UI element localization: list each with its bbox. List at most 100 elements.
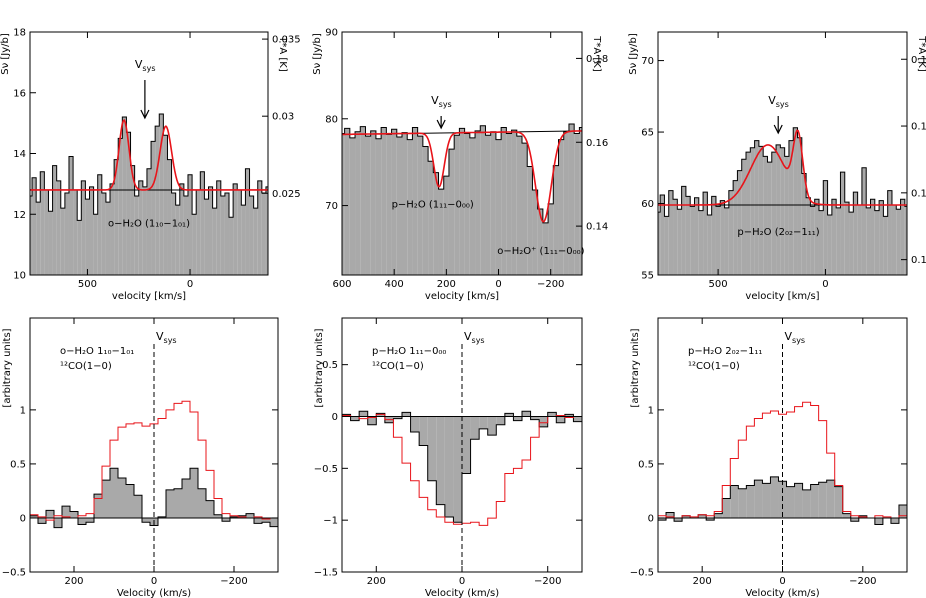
vsys-label-main: V [431, 94, 439, 107]
spectrum-bin [344, 128, 350, 275]
legend-entry: p−H₂O 1₁₁−0₀₀ [372, 346, 446, 357]
spectrum-bin [495, 139, 502, 275]
spectrum-bin [241, 205, 246, 275]
spectrum-bin [874, 210, 880, 275]
x-tick-label: 0 [779, 576, 785, 587]
x-tick-label: 200 [693, 576, 712, 587]
spectrum-bin [722, 498, 731, 518]
spectrum-bin [38, 517, 46, 524]
vsys-label: Vsys [785, 330, 806, 345]
y2-tick-label: 0.14 [911, 122, 926, 133]
gaussian-fit-curve [30, 119, 268, 191]
spectrum-bin [32, 177, 37, 275]
x-tick-label: 500 [78, 279, 97, 290]
spectrum-bin [475, 130, 481, 275]
spectrum-bin [237, 189, 242, 275]
spectrum-bin [842, 513, 851, 518]
spectrum-bin [776, 144, 781, 275]
x-tick-label: −200 [220, 576, 247, 587]
spectrum-bin [163, 135, 168, 275]
spectrum-bin [786, 486, 795, 518]
legend-entry: ¹²CO(1−0) [372, 361, 424, 372]
spectrum-bin [758, 146, 764, 275]
spectrum-bin [558, 139, 564, 275]
y-tick-label: 18 [13, 28, 26, 39]
spectrum-bin [365, 136, 371, 275]
spectrum-bin [490, 131, 496, 275]
spectrum-bin [342, 133, 345, 275]
spectrum-bin [658, 212, 661, 275]
spectrum-bin [573, 416, 582, 422]
spectrum-bin [556, 416, 565, 423]
vsys-label-main: V [135, 58, 143, 71]
spectrum-bin [814, 199, 819, 275]
spectrum-bin [208, 186, 213, 275]
y2-axis-label: T*A [K] [591, 35, 602, 72]
spectrum-bin [62, 506, 70, 518]
y-tick-label: 1 [20, 405, 26, 416]
spectrum-bin [146, 168, 152, 275]
spectrum-bin [818, 482, 827, 518]
y-tick-label: 10 [13, 271, 26, 282]
spectrum-bin [831, 199, 837, 275]
spectrum-histogram-line [30, 113, 268, 221]
spectrum-bin [419, 416, 428, 446]
spectrum-bin [771, 152, 777, 275]
spectrum-bin [896, 209, 901, 275]
y2-axis-label: T*A [K] [916, 35, 926, 72]
y-axis-label: [arbitrary units] [2, 328, 13, 407]
spectrum-bin [222, 517, 230, 522]
spectrum-bin [730, 485, 739, 518]
spectrum-bin [230, 516, 238, 518]
spectrum-bin [470, 416, 480, 440]
spectrum-bin [861, 167, 867, 275]
spectrum-bin [547, 412, 557, 417]
spectrum-bin [89, 186, 94, 275]
spectrum-bin [229, 217, 234, 275]
y-tick-label: 12 [13, 210, 26, 221]
spectrum-bin [78, 517, 86, 525]
x-tick-label: −200 [537, 279, 564, 290]
y-tick-label: 0.5 [638, 459, 654, 470]
spectrum-bin [220, 196, 225, 275]
spectrum-bin [436, 416, 445, 505]
spectrum-bin [780, 147, 785, 275]
spectrum-bin [370, 130, 376, 275]
plot-area [30, 113, 268, 275]
spectrum-bin [102, 480, 110, 518]
y2-tick-label: 0.15 [911, 55, 926, 66]
spectrum-bin [738, 488, 747, 518]
y-tick-label: 0.5 [10, 459, 26, 470]
spectrum-bin [81, 180, 86, 275]
spectrum-bin [85, 199, 90, 275]
spectrum-bin [836, 207, 841, 275]
spectrum-bin [480, 125, 486, 275]
y2-tick-label: 0.035 [272, 35, 301, 46]
spectrum-bin [793, 127, 798, 275]
spectrum-bin [532, 189, 538, 275]
spectrum-bin [270, 517, 278, 527]
spectrum-bin [728, 190, 734, 275]
spectrum-bin [200, 171, 205, 275]
spectrum-bin [673, 199, 678, 275]
y2-axis-label: T*A [K] [277, 35, 288, 72]
spectrum-bin [511, 130, 517, 275]
spectrum-bin [376, 413, 385, 417]
spectrum-bin [93, 214, 98, 275]
y-tick-label: 60 [641, 199, 654, 210]
y-tick-label: −1.5 [314, 568, 338, 579]
vsys-label: Vsys [464, 330, 485, 345]
spectrum-panel-3: 500 0 55 60 65 70 0.12 0.13 0.14 0.15T*A [K] veloc… [628, 31, 926, 302]
spectrum-bin [367, 416, 377, 425]
x-tick-label: 200 [367, 576, 386, 587]
y-tick-label: −1 [323, 516, 338, 527]
spectrum-bin [142, 186, 147, 275]
spectrum-bin [249, 196, 254, 275]
spectrum-bin [155, 126, 160, 275]
spectrum-bin [126, 132, 131, 275]
spectrum-bin [110, 468, 118, 518]
spectrum-bin [257, 180, 262, 275]
y-axis-label: Sν [Jy/b] [312, 33, 323, 75]
y2-tick-label: 0.18 [586, 54, 608, 65]
spectrum-bin [130, 165, 135, 275]
